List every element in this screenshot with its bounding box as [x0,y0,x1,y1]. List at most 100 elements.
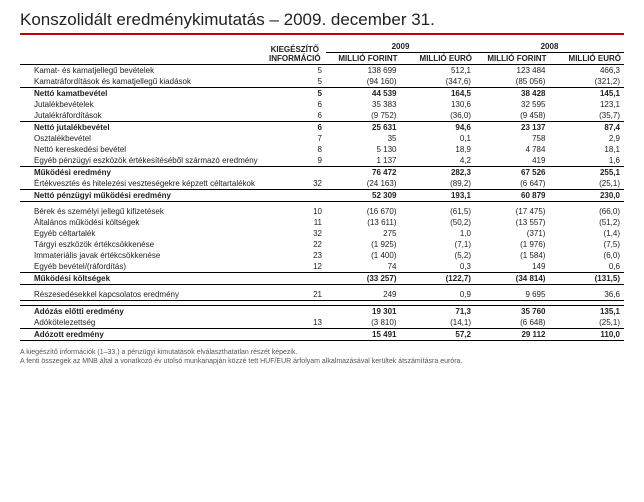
row-value: 149 [475,261,549,273]
row-value: 5 130 [326,144,400,155]
row-label: Jutalékbevételek [20,99,264,110]
row-kieg: 5 [264,76,326,88]
col-kieg-header: KIEGÉSZÍTŐ INFORMÁCIÓ [264,41,326,65]
table-header: KIEGÉSZÍTŐ INFORMÁCIÓ 2009 2008 MILLIÓ F… [20,41,624,65]
row-value: (6 648) [475,317,549,329]
row-label: Adózás előtti eredmény [20,306,264,318]
row-value: 193,1 [400,190,475,202]
row-label: Működési költségek [20,273,264,285]
row-value: (1 584) [475,250,549,261]
row-value: (17 475) [475,206,549,217]
row-value: 44 539 [326,88,400,100]
row-value: 1,0 [400,228,475,239]
col-unit: MILLIÓ FORINT [475,53,549,65]
row-value: (6 647) [475,178,549,190]
row-value: (5,2) [400,250,475,261]
row-label: Nettó jutalékbevétel [20,122,264,134]
row-label: Osztalékbevétel [20,133,264,144]
row-value: 35 760 [475,306,549,318]
row-value: (9 458) [475,110,549,122]
page-title: Konszolidált eredménykimutatás – 2009. d… [20,10,624,30]
table-row: Egyéb pénzügyi eszközök értékesítéséből … [20,155,624,167]
row-value: (9 752) [326,110,400,122]
row-value: 23 137 [475,122,549,134]
row-kieg: 5 [264,65,326,77]
col-year-2009: 2009 [326,41,475,53]
row-value: 76 472 [326,167,400,179]
row-label: Nettó kamatbevétel [20,88,264,100]
row-value: 74 [326,261,400,273]
table-row: Egyéb bevétel/(ráfordítás)12740,31490,6 [20,261,624,273]
table-row: Kamat- és kamatjellegű bevételek5138 699… [20,65,624,77]
row-value: 60 879 [475,190,549,202]
table-row: Működési eredmény76 472282,367 526255,1 [20,167,624,179]
row-kieg: 5 [264,88,326,100]
row-label: Nettó pénzügyi működési eredmény [20,190,264,202]
row-value: 0,3 [400,261,475,273]
table-row: Adózás előtti eredmény19 30171,335 76013… [20,306,624,318]
row-kieg: 32 [264,178,326,190]
row-value: 135,1 [549,306,624,318]
row-value: (94 160) [326,76,400,88]
row-label: Egyéb bevétel/(ráfordítás) [20,261,264,273]
row-value: (1,4) [549,228,624,239]
row-value: (66,0) [549,206,624,217]
row-kieg: 6 [264,122,326,134]
row-value: 67 526 [475,167,549,179]
row-kieg: 13 [264,317,326,329]
row-value: (7,5) [549,239,624,250]
row-value: 512,1 [400,65,475,77]
table-row: Nettó pénzügyi működési eredmény52 30919… [20,190,624,202]
row-value: 2,9 [549,133,624,144]
row-kieg: 22 [264,239,326,250]
row-kieg [264,273,326,285]
row-kieg [264,190,326,202]
row-label: Általános működési költségek [20,217,264,228]
row-value: (1 925) [326,239,400,250]
table-row: Bérek és személyi jellegű kifizetések10(… [20,206,624,217]
row-value: (16 670) [326,206,400,217]
row-value: 29 112 [475,329,549,341]
row-value: (3 810) [326,317,400,329]
row-kieg: 10 [264,206,326,217]
table-row: Nettó kamatbevétel544 539164,538 428145,… [20,88,624,100]
row-label: Jutalékráfordítások [20,110,264,122]
row-value: 15 491 [326,329,400,341]
row-value: (1 976) [475,239,549,250]
row-value: 758 [475,133,549,144]
row-label: Értékvesztés és hitelezési veszteségekre… [20,178,264,190]
row-kieg: 6 [264,110,326,122]
row-value: (51,2) [549,217,624,228]
row-kieg: 6 [264,99,326,110]
row-value: 1,6 [549,155,624,167]
table-row: Értékvesztés és hitelezési veszteségekre… [20,178,624,190]
row-value: (36,0) [400,110,475,122]
row-value: 0,6 [549,261,624,273]
table-row: Működési költségek(33 257)(122,7)(34 814… [20,273,624,285]
table-row: Jutalékráfordítások6(9 752)(36,0)(9 458)… [20,110,624,122]
row-value: 35 383 [326,99,400,110]
row-label: Működési eredmény [20,167,264,179]
row-value: (25,1) [549,178,624,190]
row-value: 57,2 [400,329,475,341]
row-label: Részesedésekkel kapcsolatos eredmény [20,289,264,301]
row-value: 1 137 [326,155,400,167]
row-value: 255,1 [549,167,624,179]
table-row: Immateriális javak értékcsökkenése23(1 4… [20,250,624,261]
row-label: Kamat- és kamatjellegű bevételek [20,65,264,77]
row-value: 38 428 [475,88,549,100]
row-value: 130,6 [400,99,475,110]
row-value: (7,1) [400,239,475,250]
row-kieg: 8 [264,144,326,155]
row-value: (13 611) [326,217,400,228]
row-kieg: 32 [264,228,326,239]
row-label: Adókötelezettség [20,317,264,329]
row-value: 4 784 [475,144,549,155]
row-value: 36,6 [549,289,624,301]
row-value: 145,1 [549,88,624,100]
row-value: (50,2) [400,217,475,228]
row-value: 249 [326,289,400,301]
row-value: (34 814) [475,273,549,285]
table-row: Osztalékbevétel7350,17582,9 [20,133,624,144]
row-value: (35,7) [549,110,624,122]
